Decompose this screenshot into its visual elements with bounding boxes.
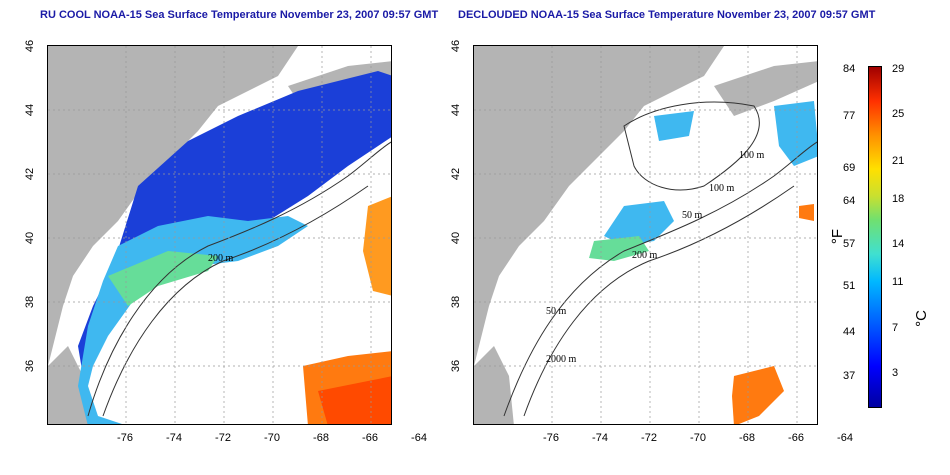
right-lat-46: 46 xyxy=(450,39,462,53)
left-sst-map: 200 m xyxy=(47,45,392,425)
fahrenheit-tick: 64 xyxy=(843,195,856,207)
right-lat-38: 38 xyxy=(450,295,462,309)
right-map-graphic: 100 m 100 m 50 m 200 m 50 m 2000 m xyxy=(474,46,817,424)
right-map-title: DECLOUDED NOAA-15 Sea Surface Temperatur… xyxy=(458,9,876,21)
right-sst-map: 100 m 100 m 50 m 200 m 50 m 2000 m xyxy=(473,45,818,425)
left-lon-70: -70 xyxy=(264,432,280,444)
right-lon-74: -74 xyxy=(592,432,608,444)
sst-warm-east xyxy=(363,196,391,296)
fahrenheit-tick: 77 xyxy=(843,110,856,122)
left-lon-66: -66 xyxy=(362,432,378,444)
left-lat-42: 42 xyxy=(24,167,36,181)
sst-warm-east xyxy=(799,204,814,221)
contour-label: 100 m xyxy=(739,150,765,161)
sst-hot-core xyxy=(318,376,391,424)
left-lat-38: 38 xyxy=(24,295,36,309)
left-map-title: RU COOL NOAA-15 Sea Surface Temperature … xyxy=(40,9,439,21)
celsius-tick: 7 xyxy=(892,322,899,334)
land-mass xyxy=(48,46,298,366)
fahrenheit-tick: 37 xyxy=(843,370,856,382)
left-lat-40: 40 xyxy=(24,231,36,245)
right-lat-36: 36 xyxy=(450,359,462,373)
left-lat-44: 44 xyxy=(24,103,36,117)
sst-green-patch xyxy=(589,236,649,261)
contour-label: 200 m xyxy=(632,250,658,261)
sst-ne-patch xyxy=(774,101,817,166)
land-nova-scotia xyxy=(714,61,817,116)
right-lon-64: -64 xyxy=(837,432,853,444)
fahrenheit-tick: 69 xyxy=(843,162,856,174)
right-lon-72: -72 xyxy=(641,432,657,444)
temperature-colorbar xyxy=(868,66,882,408)
celsius-tick: 3 xyxy=(892,367,899,379)
contour-shelf xyxy=(102,185,369,417)
celsius-tick: 21 xyxy=(892,155,905,167)
land-south xyxy=(48,346,88,424)
left-lat-36: 36 xyxy=(24,359,36,373)
grid-lines xyxy=(474,46,817,424)
contour-label: 200 m xyxy=(208,253,234,264)
grid-lines xyxy=(48,46,391,424)
sst-gom-patch xyxy=(654,111,694,141)
celsius-tick: 11 xyxy=(892,276,904,288)
left-lon-68: -68 xyxy=(313,432,329,444)
land-mass xyxy=(474,46,724,366)
land-south xyxy=(474,346,514,424)
sst-mid-band xyxy=(78,216,308,424)
fahrenheit-tick: 51 xyxy=(843,280,856,292)
right-lon-68: -68 xyxy=(739,432,755,444)
left-lon-72: -72 xyxy=(215,432,231,444)
right-lon-70: -70 xyxy=(690,432,706,444)
left-map-graphic: 200 m xyxy=(48,46,391,424)
celsius-unit-label: °C xyxy=(912,310,930,327)
right-lon-66: -66 xyxy=(788,432,804,444)
celsius-tick: 18 xyxy=(892,193,905,205)
celsius-tick: 29 xyxy=(892,63,905,75)
fahrenheit-tick: 84 xyxy=(843,63,856,75)
right-lat-42: 42 xyxy=(450,167,462,181)
celsius-tick: 25 xyxy=(892,108,905,120)
contour-200m xyxy=(503,141,817,417)
contour-label: 50 m xyxy=(546,306,567,317)
right-lat-44: 44 xyxy=(450,103,462,117)
fahrenheit-unit-label: °F xyxy=(829,228,847,245)
right-lat-40: 40 xyxy=(450,231,462,245)
sst-coastal-patch xyxy=(604,201,674,246)
left-lon-74: -74 xyxy=(166,432,182,444)
contour-label: 50 m xyxy=(682,210,703,221)
sst-warm-south xyxy=(732,366,784,424)
left-lon-76: -76 xyxy=(117,432,133,444)
contour-2000m xyxy=(523,185,795,417)
contour-label: 2000 m xyxy=(546,354,577,365)
contour-label: 100 m xyxy=(709,183,735,194)
celsius-tick: 14 xyxy=(892,238,905,250)
contour-gom xyxy=(623,101,760,191)
contour-200m xyxy=(87,141,391,417)
right-lon-76: -76 xyxy=(543,432,559,444)
fahrenheit-tick: 57 xyxy=(843,238,856,250)
left-lon-64: -64 xyxy=(411,432,427,444)
left-lat-46: 46 xyxy=(24,39,36,53)
fahrenheit-tick: 44 xyxy=(843,326,856,338)
